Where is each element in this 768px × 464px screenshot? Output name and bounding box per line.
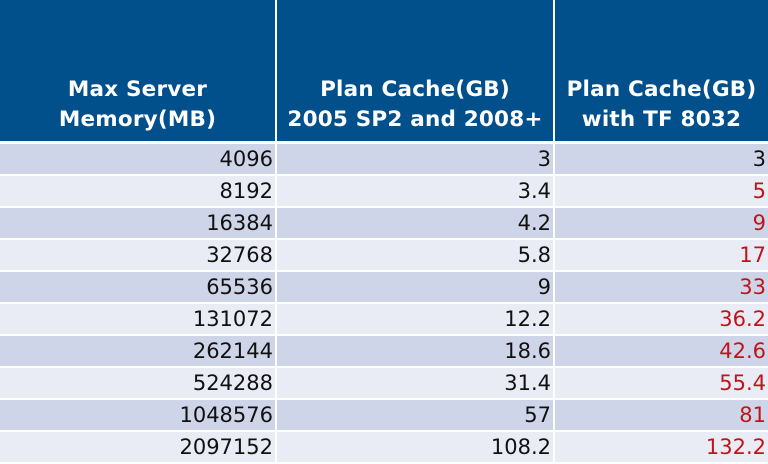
cell-max-memory: 65536 xyxy=(0,271,277,304)
cell-plan-cache-2005: 4.2 xyxy=(276,207,555,240)
cell-plan-cache-tf8032: 5 xyxy=(554,175,768,208)
cell-max-memory: 1048576 xyxy=(0,399,277,432)
cell-plan-cache-2005: 9 xyxy=(276,271,555,304)
cell-plan-cache-2005: 5.8 xyxy=(276,239,555,272)
cell-plan-cache-2005: 31.4 xyxy=(276,367,555,400)
cell-max-memory: 131072 xyxy=(0,303,277,336)
table-row: 524288 31.4 55.4 xyxy=(0,367,768,400)
cell-max-memory: 524288 xyxy=(0,367,277,400)
cell-max-memory: 2097152 xyxy=(0,431,277,464)
table-row: 16384 4.2 9 xyxy=(0,207,768,240)
cell-plan-cache-2005: 108.2 xyxy=(276,431,555,464)
header-row: Max Server Memory(MB) Plan Cache(GB) 2005 … xyxy=(0,0,768,144)
cell-plan-cache-tf8032: 42.6 xyxy=(554,335,768,368)
table-row: 4096 3 3 xyxy=(0,142,768,176)
cell-plan-cache-tf8032: 36.2 xyxy=(554,303,768,336)
cell-plan-cache-tf8032: 9 xyxy=(554,207,768,240)
cell-plan-cache-tf8032: 17 xyxy=(554,239,768,272)
cell-max-memory: 4096 xyxy=(0,142,277,176)
header-plan-cache-2005: Plan Cache(GB) 2005 SP2 and 2008+ xyxy=(276,0,555,144)
cell-plan-cache-tf8032: 55.4 xyxy=(554,367,768,400)
cell-plan-cache-2005: 12.2 xyxy=(276,303,555,336)
table-row: 2097152 108.2 132.2 xyxy=(0,431,768,464)
cell-plan-cache-tf8032: 3 xyxy=(554,142,768,176)
cell-max-memory: 32768 xyxy=(0,239,277,272)
table-row: 131072 12.2 36.2 xyxy=(0,303,768,336)
header-max-server-memory: Max Server Memory(MB) xyxy=(0,0,277,144)
table-row: 1048576 57 81 xyxy=(0,399,768,432)
table-row: 262144 18.6 42.6 xyxy=(0,335,768,368)
cell-max-memory: 16384 xyxy=(0,207,277,240)
table-row: 8192 3.4 5 xyxy=(0,175,768,208)
header-plan-cache-tf8032: Plan Cache(GB) with TF 8032 xyxy=(554,0,768,144)
cell-plan-cache-2005: 57 xyxy=(276,399,555,432)
cell-plan-cache-2005: 3 xyxy=(276,142,555,176)
cell-max-memory: 262144 xyxy=(0,335,277,368)
cell-plan-cache-tf8032: 33 xyxy=(554,271,768,304)
cell-max-memory: 8192 xyxy=(0,175,277,208)
cell-plan-cache-2005: 18.6 xyxy=(276,335,555,368)
table-row: 65536 9 33 xyxy=(0,271,768,304)
cell-plan-cache-tf8032: 81 xyxy=(554,399,768,432)
table-row: 32768 5.8 17 xyxy=(0,239,768,272)
cell-plan-cache-tf8032: 132.2 xyxy=(554,431,768,464)
cell-plan-cache-2005: 3.4 xyxy=(276,175,555,208)
